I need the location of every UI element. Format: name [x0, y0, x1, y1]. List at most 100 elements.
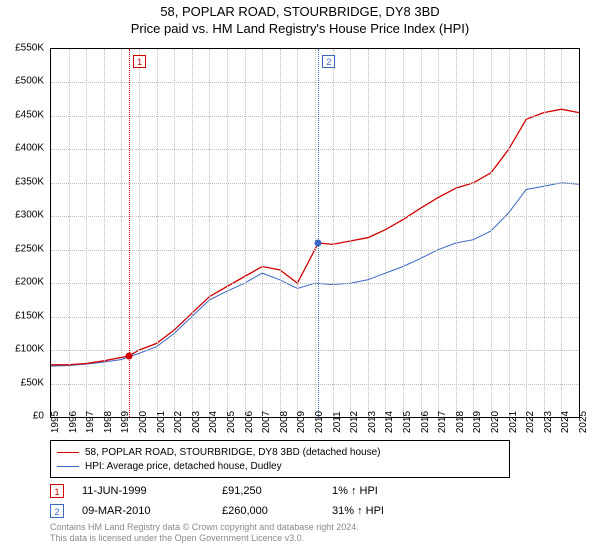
x-tick-label: 2014: [384, 411, 395, 433]
transaction-price: £91,250: [222, 485, 332, 497]
title-line-2: Price paid vs. HM Land Registry's House …: [0, 21, 600, 38]
x-tick-label: 2003: [191, 411, 202, 433]
y-tick-label: £200K: [15, 277, 44, 288]
grid-line: [438, 49, 439, 417]
transaction-rows: 1 11-JUN-1999 £91,250 1% ↑ HPI 2 09-MAR-…: [50, 480, 432, 520]
grid-line: [227, 49, 228, 417]
grid-line: [209, 49, 210, 417]
x-tick-label: 2008: [279, 411, 290, 433]
x-tick-label: 1995: [50, 411, 61, 433]
grid-line: [86, 49, 87, 417]
marker-dot: [126, 352, 133, 359]
legend-item: HPI: Average price, detached house, Dudl…: [57, 459, 503, 473]
y-tick-label: £0: [33, 411, 44, 422]
grid-line: [385, 49, 386, 417]
marker-line: [318, 49, 319, 417]
legend: 58, POPLAR ROAD, STOURBRIDGE, DY8 3BD (d…: [50, 440, 510, 478]
x-tick-label: 1996: [68, 411, 79, 433]
x-tick-label: 2001: [156, 411, 167, 433]
grid-line: [491, 49, 492, 417]
x-tick-label: 2018: [455, 411, 466, 433]
title-line-1: 58, POPLAR ROAD, STOURBRIDGE, DY8 3BD: [0, 4, 600, 21]
grid-line: [245, 49, 246, 417]
transaction-pct: 1% ↑ HPI: [332, 485, 432, 497]
transaction-date: 11-JUN-1999: [82, 485, 222, 497]
legend-label: HPI: Average price, detached house, Dudl…: [85, 461, 282, 472]
grid-line: [544, 49, 545, 417]
x-tick-label: 2012: [349, 411, 360, 433]
x-tick-label: 2007: [261, 411, 272, 433]
y-tick-label: £300K: [15, 210, 44, 221]
x-tick-label: 2022: [525, 411, 536, 433]
grid-line: [368, 49, 369, 417]
transaction-row: 2 09-MAR-2010 £260,000 31% ↑ HPI: [50, 502, 432, 520]
grid-line: [104, 49, 105, 417]
x-tick-label: 2006: [244, 411, 255, 433]
transaction-badge: 1: [50, 484, 64, 498]
grid-line: [192, 49, 193, 417]
y-tick-label: £150K: [15, 310, 44, 321]
grid-line: [421, 49, 422, 417]
x-tick-label: 2017: [437, 411, 448, 433]
y-tick-label: £450K: [15, 109, 44, 120]
grid-line: [509, 49, 510, 417]
x-tick-label: 1999: [120, 411, 131, 433]
grid-line: [473, 49, 474, 417]
x-tick-label: 2010: [314, 411, 325, 433]
grid-line: [157, 49, 158, 417]
title-block: 58, POPLAR ROAD, STOURBRIDGE, DY8 3BD Pr…: [0, 0, 600, 38]
x-tick-label: 2016: [420, 411, 431, 433]
grid-line: [174, 49, 175, 417]
transaction-price: £260,000: [222, 505, 332, 517]
transaction-pct: 31% ↑ HPI: [332, 505, 432, 517]
footer-line-2: This data is licensed under the Open Gov…: [50, 533, 359, 544]
transaction-row: 1 11-JUN-1999 £91,250 1% ↑ HPI: [50, 482, 432, 500]
x-tick-label: 2023: [543, 411, 554, 433]
x-tick-label: 2024: [560, 411, 571, 433]
x-tick-label: 2011: [332, 411, 343, 433]
y-tick-label: £500K: [15, 76, 44, 87]
grid-line: [403, 49, 404, 417]
x-tick-label: 2013: [367, 411, 378, 433]
grid-line: [69, 49, 70, 417]
grid-line: [526, 49, 527, 417]
y-tick-label: £400K: [15, 143, 44, 154]
x-tick-label: 2020: [490, 411, 501, 433]
transaction-date: 09-MAR-2010: [82, 505, 222, 517]
y-tick-label: £550K: [15, 43, 44, 54]
x-tick-label: 2004: [208, 411, 219, 433]
footer-line-1: Contains HM Land Registry data © Crown c…: [50, 522, 359, 533]
x-tick-label: 2019: [472, 411, 483, 433]
legend-swatch: [57, 452, 79, 453]
grid-line: [561, 49, 562, 417]
grid-line: [280, 49, 281, 417]
plot-area: 12: [50, 48, 580, 418]
marker-badge: 1: [133, 55, 146, 68]
x-tick-label: 2005: [226, 411, 237, 433]
marker-badge: 2: [322, 55, 335, 68]
grid-line: [350, 49, 351, 417]
grid-line: [121, 49, 122, 417]
grid-line: [297, 49, 298, 417]
x-tick-label: 2015: [402, 411, 413, 433]
chart-container: 58, POPLAR ROAD, STOURBRIDGE, DY8 3BD Pr…: [0, 0, 600, 560]
grid-line: [333, 49, 334, 417]
grid-line: [456, 49, 457, 417]
legend-label: 58, POPLAR ROAD, STOURBRIDGE, DY8 3BD (d…: [85, 447, 381, 458]
x-tick-label: 2000: [138, 411, 149, 433]
x-tick-label: 2021: [508, 411, 519, 433]
x-tick-label: 2002: [173, 411, 184, 433]
legend-item: 58, POPLAR ROAD, STOURBRIDGE, DY8 3BD (d…: [57, 445, 503, 459]
y-tick-label: £50K: [21, 377, 44, 388]
grid-line: [315, 49, 316, 417]
x-tick-label: 1998: [103, 411, 114, 433]
grid-line: [262, 49, 263, 417]
x-tick-label: 2009: [296, 411, 307, 433]
y-tick-label: £100K: [15, 344, 44, 355]
x-tick-label: 1997: [85, 411, 96, 433]
y-tick-label: £250K: [15, 243, 44, 254]
marker-line: [129, 49, 130, 417]
marker-dot: [315, 240, 322, 247]
y-tick-label: £350K: [15, 176, 44, 187]
grid-line: [139, 49, 140, 417]
